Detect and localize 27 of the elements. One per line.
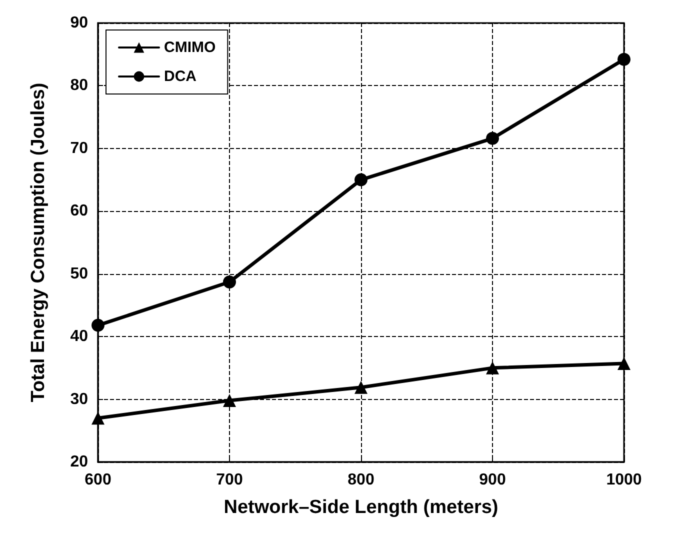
x-tick-label: 600 [84, 472, 112, 488]
y-tick-label: 60 [70, 202, 88, 220]
point [618, 52, 630, 66]
y-tick-label: 90 [70, 14, 88, 32]
y-axis-title: Total Energy Consumption (Joules) [28, 82, 49, 402]
y-tick-label: 50 [70, 265, 88, 282]
y-tick-label: 70 [70, 140, 88, 157]
point [354, 173, 368, 186]
point [486, 132, 499, 145]
x-tick-label: 800 [348, 472, 374, 488]
point [354, 380, 368, 394]
point [486, 361, 499, 374]
x-tick-label: 900 [479, 472, 506, 488]
y-tick-label: 30 [70, 390, 88, 408]
point [92, 412, 104, 425]
point [618, 357, 630, 370]
y-tick-label: 20 [70, 454, 88, 470]
legend-label: CMIMO [164, 39, 216, 56]
legend-label: DCA [164, 68, 197, 85]
x-axis-title: Network–Side Length (meters) [224, 497, 498, 518]
y-tick-label: 40 [70, 328, 88, 346]
point [223, 276, 236, 289]
point [92, 318, 104, 332]
x-tick-label: 1000 [606, 472, 642, 488]
point [223, 394, 236, 408]
y-tick-label: 80 [70, 77, 88, 94]
x-tick-label: 700 [216, 472, 243, 488]
